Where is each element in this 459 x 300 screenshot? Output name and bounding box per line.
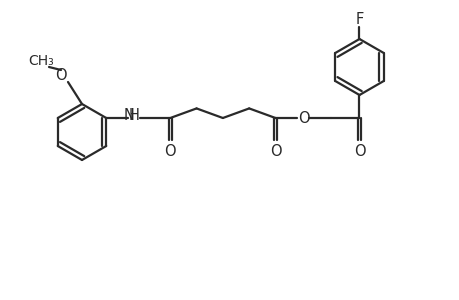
Text: O: O (55, 68, 67, 82)
Text: O: O (269, 143, 281, 158)
Text: H: H (129, 107, 140, 122)
Text: F: F (355, 11, 363, 26)
Text: O: O (164, 143, 176, 158)
Text: N: N (123, 107, 134, 122)
Text: CH₃: CH₃ (28, 54, 54, 68)
Text: O: O (353, 143, 364, 158)
Text: O: O (297, 110, 308, 125)
